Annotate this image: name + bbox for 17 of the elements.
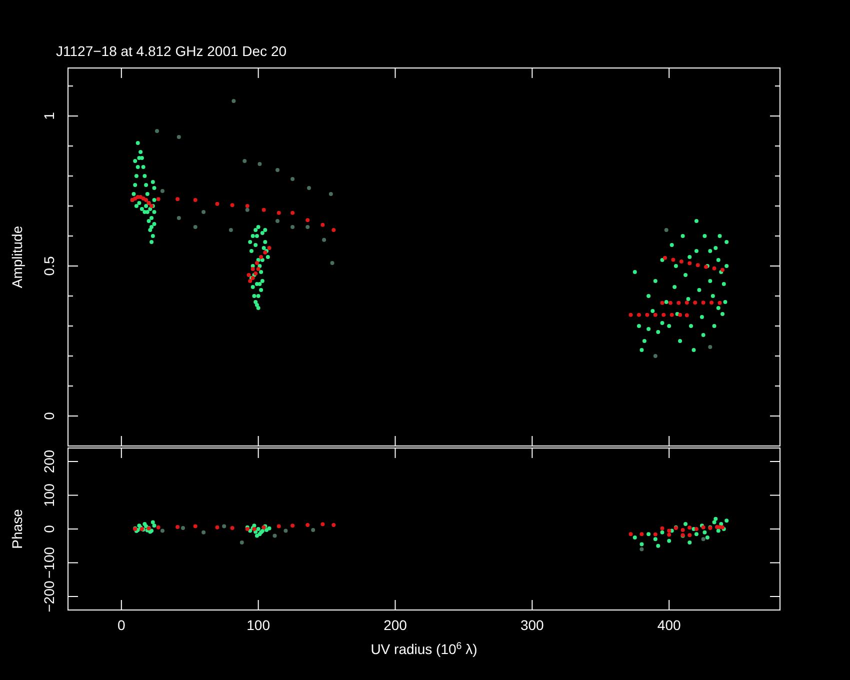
x-tick-label: 100	[246, 617, 270, 633]
y-tick-label: 0	[41, 412, 57, 420]
y-tick-label: 200	[41, 450, 57, 474]
y-tick-label: 100	[41, 483, 57, 507]
x-axis-title: UV radius (10$^{6}$ λ)	[370, 640, 478, 657]
x-tick-label: 200	[384, 617, 408, 633]
y-tick-label: 0.5	[41, 256, 57, 276]
x-tick-label: 0	[118, 617, 126, 633]
x-tick-label: 300	[520, 617, 544, 633]
y-tick-label: −200	[41, 580, 57, 612]
y-tick-label: −100	[41, 546, 57, 579]
y-tick-label: 0	[41, 524, 57, 533]
chart-title: J1127−18 at 4.812 GHz 2001 Dec 20	[56, 43, 287, 59]
y-tick-label: 1	[41, 112, 57, 120]
x-tick-label: 400	[657, 617, 681, 633]
y-axis-title: Phase	[9, 508, 25, 549]
y-axis-title: Amplitude	[9, 226, 25, 288]
